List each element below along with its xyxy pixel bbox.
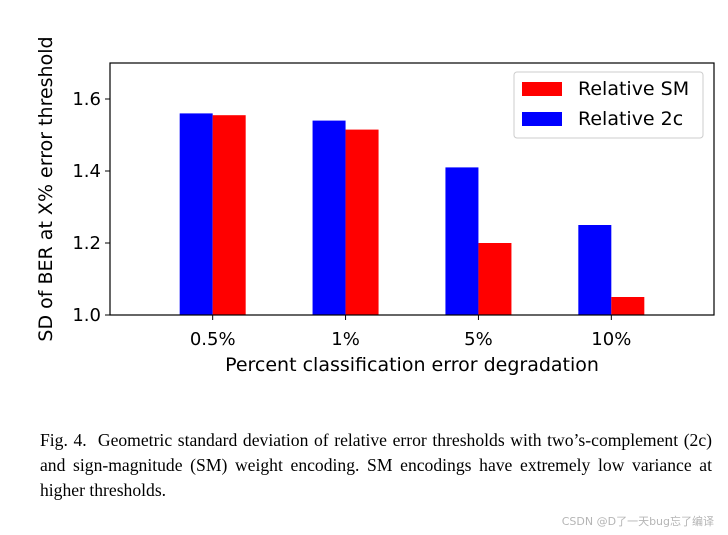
bars-group: [179, 113, 645, 316]
y-tick-label: 1.6: [72, 89, 101, 110]
legend-label: Relative 2c: [578, 108, 683, 130]
x-axis-label: Percent classification error degradation: [225, 354, 599, 376]
y-axis-label: SD of BER at X% error threshold: [35, 36, 57, 341]
figure-caption: Fig. 4. Geometric standard deviation of …: [40, 428, 712, 503]
x-tick-label: 1%: [331, 329, 360, 350]
bar-relative-sm-10pct: [611, 297, 645, 315]
bar-chart: 1.0 1.2 1.4 1.6 0.5% 1% 5% 10% Percent classif…: [35, 36, 715, 376]
bar-relative-sm-1pct: [345, 129, 379, 315]
x-tick-label: 0.5%: [190, 329, 236, 350]
legend-swatch-relative-2c: [522, 112, 562, 126]
bar-relative-2c-10pct: [578, 225, 612, 315]
y-tick-label: 1.0: [72, 305, 101, 326]
y-tick-label: 1.4: [72, 161, 101, 182]
y-tick-label: 1.2: [72, 233, 101, 254]
caption-label: Fig. 4.: [40, 430, 87, 450]
plot-frame: [109, 62, 715, 316]
caption-text: Geometric standard deviation of relative…: [40, 430, 713, 500]
legend: Relative SM Relative 2c: [513, 71, 704, 139]
legend-label: Relative SM: [578, 78, 689, 100]
bar-relative-2c-0p5pct: [179, 113, 213, 316]
watermark: CSDN @D了一天bug忘了编译: [561, 515, 714, 528]
bar-relative-sm-0p5pct: [212, 115, 246, 315]
y-axis: 1.0 1.2 1.4 1.6: [72, 89, 110, 326]
x-tick-label: 10%: [591, 329, 631, 350]
x-axis: 0.5% 1% 5% 10%: [190, 315, 631, 350]
bar-relative-2c-1pct: [312, 120, 346, 315]
legend-swatch-relative-sm: [522, 82, 562, 96]
bar-relative-2c-5pct: [445, 167, 479, 315]
bar-relative-sm-5pct: [478, 243, 512, 315]
x-tick-label: 5%: [464, 329, 493, 350]
